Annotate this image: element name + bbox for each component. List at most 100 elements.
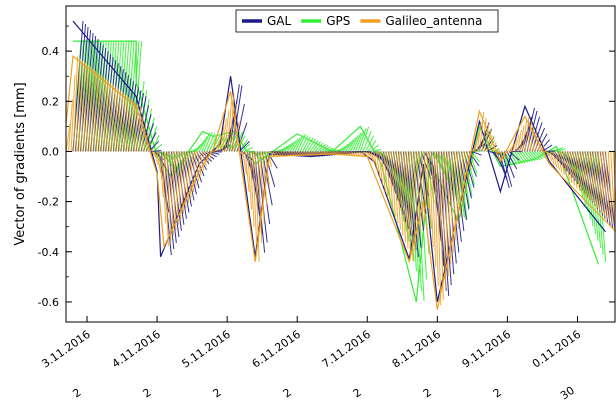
series-point	[461, 151, 467, 194]
x-tick-label: 9.11.2016	[460, 328, 513, 371]
series-point	[438, 151, 444, 301]
series-point	[353, 151, 358, 156]
series-point	[125, 41, 135, 152]
x-tick-label: 6.11.2016	[250, 328, 303, 371]
series-point	[98, 76, 104, 152]
series-point	[214, 143, 220, 152]
series-point	[349, 134, 359, 152]
series-point	[446, 151, 452, 265]
series-point	[390, 151, 396, 217]
series-point	[166, 151, 172, 241]
series-point	[118, 92, 124, 152]
series-point	[342, 141, 352, 152]
series-point	[105, 82, 111, 152]
series-point	[385, 151, 391, 205]
series-point	[511, 139, 517, 152]
series-point	[375, 151, 381, 180]
series-point	[562, 151, 568, 178]
series-point	[420, 151, 432, 180]
series-point	[580, 151, 586, 196]
legend-label: Galileo_antenna	[385, 14, 482, 28]
series-point	[237, 138, 242, 152]
series-point	[476, 133, 488, 152]
series-point	[314, 142, 324, 152]
x-tick-sublabel: 2	[70, 386, 83, 401]
series-point	[122, 41, 133, 152]
series-point	[433, 151, 443, 169]
series-point	[544, 151, 550, 157]
series-point	[241, 143, 251, 152]
series-point	[365, 151, 371, 157]
series-point	[554, 151, 560, 171]
series-point	[572, 151, 578, 189]
series-point	[380, 151, 392, 180]
series-point	[216, 134, 222, 152]
series-point	[443, 151, 449, 277]
series-point	[127, 41, 138, 152]
series-point	[224, 110, 230, 152]
series-point	[70, 75, 76, 152]
series-point	[527, 121, 533, 152]
series-point	[138, 116, 144, 152]
series-point	[259, 151, 265, 224]
series-point	[370, 151, 376, 167]
series-point	[194, 151, 200, 182]
series-point	[348, 151, 353, 156]
series-galileo-antenna	[65, 55, 616, 310]
series-point	[360, 126, 370, 152]
series-point	[536, 151, 546, 159]
series-layer	[65, 20, 616, 310]
y-tick-label: -0.4	[38, 246, 59, 259]
series-point	[433, 151, 439, 286]
series-point	[156, 151, 162, 174]
series-point	[199, 151, 205, 171]
x-tick-label: 0.11.2016	[530, 328, 583, 371]
series-point	[607, 151, 613, 224]
y-tick-label: -0.6	[38, 296, 59, 309]
series-point	[78, 60, 84, 152]
series-point	[277, 151, 283, 157]
series-point	[347, 137, 357, 152]
series-point	[474, 133, 480, 152]
series-point	[489, 135, 495, 152]
series-point	[388, 151, 394, 211]
series-point	[90, 70, 96, 152]
series-point	[471, 151, 480, 163]
x-tick-sublabel: 2	[351, 386, 364, 401]
series-point	[171, 151, 177, 230]
series-point	[196, 139, 206, 152]
series-point	[128, 100, 134, 152]
series-point	[534, 151, 543, 160]
series-point	[168, 151, 174, 236]
series-point	[600, 151, 606, 217]
series-point	[408, 151, 414, 262]
series-point	[319, 144, 329, 152]
y-tick-label: 0.2	[42, 95, 60, 108]
series-point	[481, 117, 487, 152]
series-point	[567, 151, 573, 183]
series-point	[244, 151, 250, 192]
series-point	[534, 136, 540, 152]
series-point	[355, 151, 361, 157]
series-point	[362, 131, 372, 152]
series-point	[208, 134, 218, 152]
series-point	[509, 143, 515, 152]
series-point	[281, 144, 291, 152]
series-point	[605, 151, 611, 222]
series-point	[304, 137, 314, 152]
series-point	[73, 56, 79, 152]
series-point	[302, 136, 312, 152]
series-point	[431, 151, 437, 267]
series-point	[370, 151, 381, 160]
series-point	[473, 149, 483, 153]
series-point	[312, 141, 322, 152]
series-point	[289, 138, 299, 152]
series-point	[406, 151, 412, 255]
series-point	[274, 151, 280, 157]
series-point	[126, 98, 132, 152]
series-point	[254, 151, 260, 262]
series-point	[519, 125, 525, 152]
series-point	[229, 93, 235, 152]
series-point	[368, 151, 374, 161]
series-point	[569, 151, 575, 186]
